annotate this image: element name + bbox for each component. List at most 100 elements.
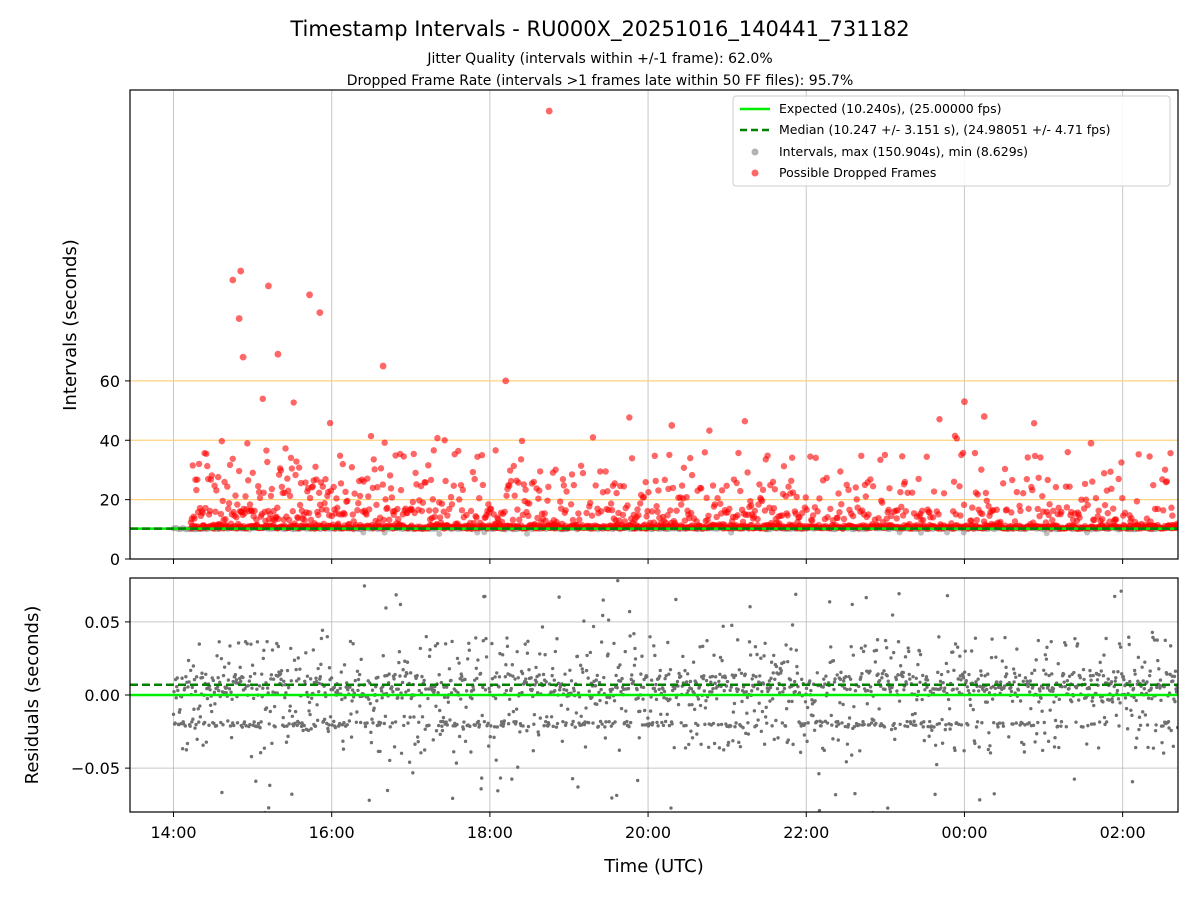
residual-point bbox=[868, 669, 872, 673]
residual-point bbox=[431, 738, 435, 742]
residual-point bbox=[175, 684, 179, 689]
dropped-frame-point bbox=[642, 478, 649, 486]
residual-point bbox=[308, 677, 313, 681]
dropped-frame-point bbox=[194, 476, 201, 483]
residual-point bbox=[1119, 589, 1123, 593]
residual-point bbox=[822, 748, 826, 753]
residual-point bbox=[1147, 673, 1152, 678]
residual-point bbox=[732, 701, 737, 706]
dropped-frame-point bbox=[827, 505, 834, 513]
dropped-frame-point bbox=[311, 520, 318, 527]
dropped-frame-point bbox=[410, 450, 417, 458]
dropped-frame-point bbox=[534, 514, 541, 522]
residual-point bbox=[1165, 672, 1169, 676]
residual-point bbox=[272, 704, 277, 709]
residual-point bbox=[1048, 708, 1052, 712]
residual-point bbox=[392, 745, 397, 749]
residual-point bbox=[628, 720, 633, 725]
residual-point bbox=[1057, 745, 1061, 750]
residual-point bbox=[393, 720, 398, 724]
residual-point bbox=[1003, 674, 1008, 679]
residual-point bbox=[588, 650, 593, 655]
residual-point bbox=[928, 689, 932, 693]
residual-point bbox=[1155, 638, 1159, 642]
residual-point bbox=[911, 674, 915, 679]
residual-point bbox=[341, 747, 346, 751]
residual-point bbox=[317, 681, 321, 686]
residual-point bbox=[562, 687, 566, 692]
residual-point bbox=[898, 664, 903, 668]
residual-point bbox=[428, 647, 432, 652]
dropped-frame-point bbox=[422, 479, 429, 486]
residual-point bbox=[789, 647, 793, 651]
dropped-frame-point bbox=[1046, 501, 1053, 508]
residual-point bbox=[1124, 706, 1129, 711]
residual-point bbox=[375, 699, 379, 703]
residual-point bbox=[993, 686, 998, 690]
residual-point bbox=[683, 668, 687, 673]
dropped-frame-point bbox=[436, 514, 444, 521]
dropped-frame-point bbox=[1150, 522, 1158, 529]
dropped-frame-point bbox=[309, 483, 316, 490]
residual-point bbox=[755, 687, 760, 691]
dropped-frame-point bbox=[1107, 468, 1114, 475]
residual-point bbox=[314, 679, 319, 684]
residual-point bbox=[909, 721, 913, 726]
residual-point bbox=[408, 671, 413, 675]
dropped-frame-point bbox=[919, 507, 926, 514]
residual-point bbox=[933, 743, 938, 747]
dropped-frame-point bbox=[553, 518, 560, 526]
residual-point bbox=[368, 701, 373, 706]
residual-point bbox=[580, 667, 584, 671]
residual-point bbox=[525, 729, 529, 733]
residual-point bbox=[755, 652, 759, 657]
residual-point bbox=[550, 666, 555, 671]
residual-point bbox=[384, 606, 388, 610]
residual-point bbox=[669, 806, 673, 810]
residual-point bbox=[1025, 679, 1029, 683]
residual-point bbox=[653, 689, 658, 693]
residual-point bbox=[619, 706, 624, 711]
residual-point bbox=[722, 688, 726, 693]
residual-point bbox=[493, 675, 497, 679]
dropped-frame-point bbox=[1165, 522, 1172, 529]
residual-point bbox=[418, 704, 422, 708]
residual-point bbox=[845, 687, 849, 692]
dropped-frame-point bbox=[852, 484, 860, 491]
residual-point bbox=[735, 638, 740, 642]
dropped-frame-point bbox=[334, 504, 341, 511]
dropped-frame-point bbox=[227, 520, 235, 527]
dropped-frame-point bbox=[626, 414, 633, 421]
dropped-frame-point bbox=[395, 515, 402, 523]
dropped-frame-point bbox=[552, 466, 559, 473]
residual-point bbox=[191, 717, 195, 721]
dropped-frame-point bbox=[1163, 478, 1171, 485]
residual-point bbox=[438, 708, 442, 713]
residual-point bbox=[860, 671, 864, 676]
residual-point bbox=[1114, 676, 1118, 680]
dropped-frame-point bbox=[662, 519, 669, 526]
legend-dropped-label: Possible Dropped Frames bbox=[779, 165, 936, 180]
residual-point bbox=[746, 721, 750, 725]
intervals-y-tick-label: 40 bbox=[100, 431, 120, 450]
dropped-frame-point bbox=[351, 490, 358, 497]
residual-point bbox=[509, 686, 513, 691]
residual-point bbox=[1051, 689, 1055, 693]
residual-point bbox=[1104, 720, 1109, 724]
residual-point bbox=[180, 676, 184, 680]
dropped-frame-point bbox=[511, 492, 518, 499]
dropped-frame-point bbox=[862, 493, 870, 500]
residual-point bbox=[219, 720, 223, 725]
dropped-frame-point bbox=[661, 476, 668, 484]
residual-point bbox=[1157, 667, 1161, 671]
dropped-frame-point bbox=[1029, 486, 1036, 494]
residual-point bbox=[628, 634, 632, 638]
dropped-frame-point bbox=[278, 483, 286, 491]
residual-point bbox=[1004, 672, 1009, 676]
residual-point bbox=[858, 749, 862, 753]
residual-point bbox=[596, 724, 601, 729]
residual-point bbox=[545, 715, 549, 719]
residual-point bbox=[750, 677, 754, 681]
residual-point bbox=[209, 709, 214, 714]
dropped-frame-point bbox=[782, 493, 789, 500]
